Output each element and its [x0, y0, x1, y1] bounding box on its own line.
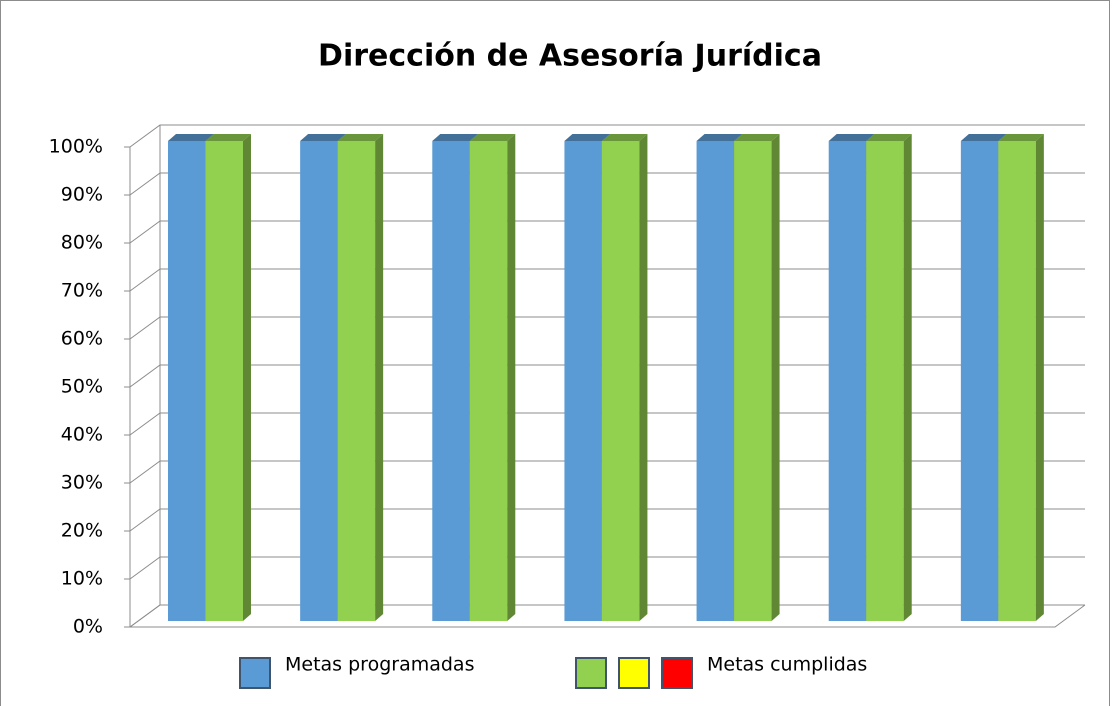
bar-side — [375, 134, 384, 621]
bar — [337, 141, 376, 621]
y-tick-label: 20% — [61, 520, 103, 542]
chart-title: Dirección de Asesoría Jurídica — [318, 39, 822, 74]
y-tick-label: 90% — [61, 184, 103, 206]
y-tick-label: 10% — [61, 568, 103, 590]
bar — [866, 141, 904, 621]
bar — [564, 141, 602, 621]
bar-side — [1035, 134, 1044, 621]
y-tick-label: 30% — [61, 472, 103, 494]
y-tick-label: 40% — [61, 424, 103, 446]
bar-top — [866, 134, 912, 141]
y-tick-label: 50% — [61, 376, 103, 398]
bar — [168, 141, 206, 621]
legend-label: Metas programadas — [285, 654, 474, 676]
bar-top — [828, 134, 875, 141]
bar-top — [432, 134, 478, 141]
bar-top — [734, 134, 780, 141]
bar-top — [998, 134, 1044, 141]
bar-top — [564, 134, 610, 141]
bar-side — [771, 134, 780, 621]
bar — [300, 141, 338, 621]
y-tick-label: 0% — [73, 616, 103, 638]
legend-swatch — [661, 657, 693, 689]
y-tick-label: 70% — [61, 280, 103, 302]
bar-side — [243, 134, 251, 621]
bar — [469, 141, 508, 621]
y-tick-label: 80% — [61, 232, 103, 254]
bar-top — [960, 134, 1007, 141]
y-tick-label: 60% — [61, 328, 103, 350]
y-tick-label: 100% — [49, 136, 103, 158]
bar — [696, 141, 735, 621]
legend-swatch — [575, 657, 607, 689]
bar-top — [601, 134, 648, 141]
bar — [734, 141, 772, 621]
bar — [601, 141, 640, 621]
bar-side — [903, 134, 912, 621]
bar-top — [300, 134, 346, 141]
bar — [998, 141, 1036, 621]
bar-side — [639, 134, 648, 621]
bar-top — [469, 134, 516, 141]
bar — [205, 141, 243, 621]
bar — [432, 141, 470, 621]
bar — [828, 141, 867, 621]
bar-top — [696, 134, 743, 141]
bar-side — [507, 134, 516, 621]
floor — [130, 604, 1086, 628]
bar-top — [337, 134, 384, 141]
legend-swatch — [618, 657, 650, 689]
legend-label: Metas cumplidas — [707, 654, 867, 676]
legend-swatch — [239, 657, 271, 689]
bar — [960, 141, 999, 621]
bar-top — [205, 134, 251, 141]
bar-top — [168, 134, 214, 141]
grid-line — [129, 124, 1085, 148]
